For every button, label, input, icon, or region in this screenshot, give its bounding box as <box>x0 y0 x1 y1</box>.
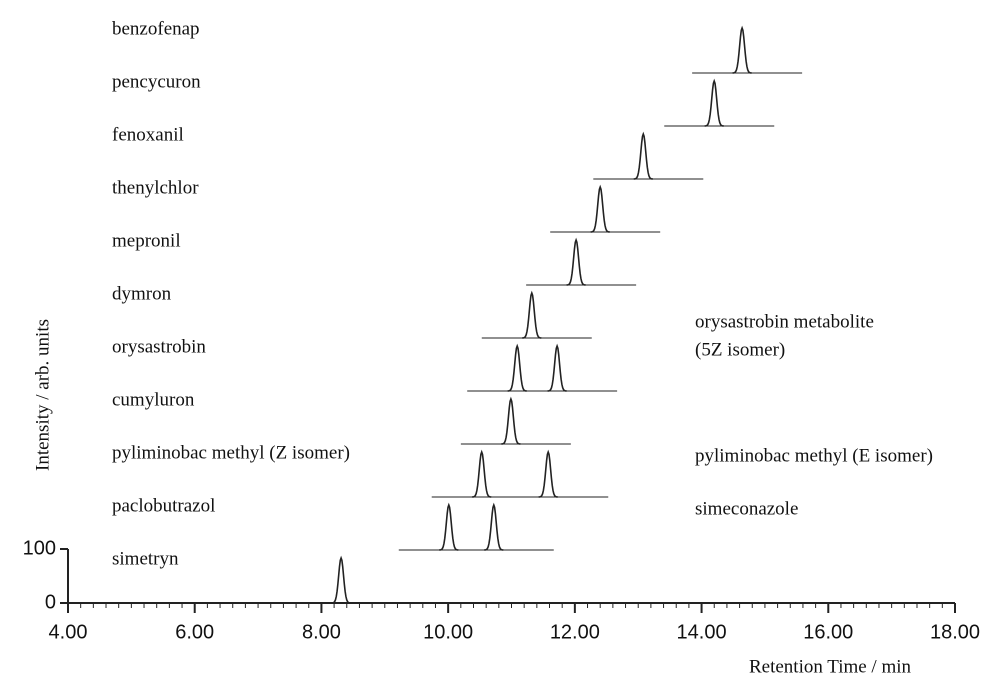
x-tick-label: 14.00 <box>677 621 727 643</box>
peak <box>331 555 351 604</box>
x-tick-label: 8.00 <box>302 621 341 643</box>
y-tick-label: 0 <box>45 591 56 613</box>
x-tick-label: 4.00 <box>49 621 88 643</box>
peak <box>538 449 558 498</box>
compound-label: pyliminobac methyl (E isomer) <box>695 445 933 466</box>
peak <box>439 502 459 551</box>
compound-label: thenylchlor <box>112 177 199 198</box>
x-tick-label: 10.00 <box>423 621 473 643</box>
x-tick-label: 6.00 <box>175 621 214 643</box>
peak <box>547 343 567 392</box>
peak <box>732 25 752 74</box>
peak <box>704 78 724 127</box>
peak <box>507 343 527 392</box>
peak <box>522 290 542 339</box>
compound-label: mepronil <box>112 230 181 251</box>
compound-label: pyliminobac methyl (Z isomer) <box>112 442 350 463</box>
compound-label: orysastrobin <box>112 336 206 357</box>
compound-label: (5Z isomer) <box>695 339 785 360</box>
peak <box>484 502 504 551</box>
x-tick-label: 12.00 <box>550 621 600 643</box>
compound-label: cumyluron <box>112 389 195 410</box>
y-axis-label: Intensity / arb. units <box>32 319 53 471</box>
compound-label: orysastrobin metabolite <box>695 311 874 332</box>
compound-label: benzofenap <box>112 18 200 39</box>
compound-label: dymron <box>112 283 172 304</box>
compound-label: fenoxanil <box>112 124 184 145</box>
x-tick-label: 16.00 <box>803 621 853 643</box>
compound-label: paclobutrazol <box>112 495 215 516</box>
compound-label: simetryn <box>112 548 179 569</box>
peak <box>633 131 653 180</box>
compound-label: simeconazole <box>695 498 798 519</box>
x-tick-label: 18.00 <box>930 621 980 643</box>
peak <box>590 184 610 233</box>
y-tick-label: 100 <box>23 537 56 559</box>
peak <box>472 449 492 498</box>
peak <box>566 237 586 286</box>
x-axis-label: Retention Time / min <box>749 656 912 677</box>
peak <box>501 396 521 445</box>
compound-label: pencycuron <box>112 71 201 92</box>
